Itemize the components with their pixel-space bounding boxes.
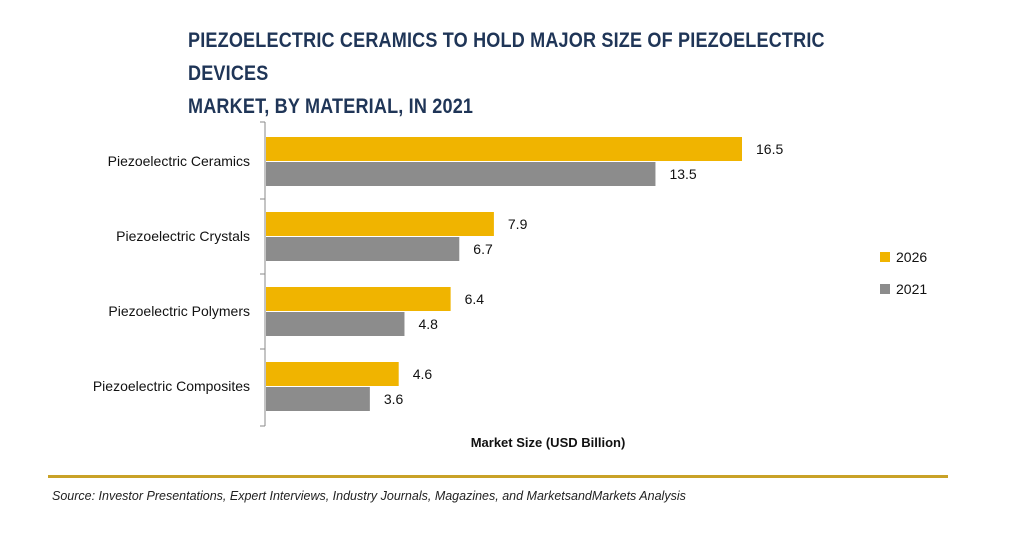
legend-label: 2021 xyxy=(896,281,927,297)
data-label: 6.7 xyxy=(473,241,493,257)
x-axis-title: Market Size (USD Billion) xyxy=(471,435,626,450)
category-label: Piezoelectric Crystals xyxy=(116,228,250,244)
bar-chart: Piezoelectric Ceramics 16.5 13.5 Piezoelect… xyxy=(93,121,927,450)
data-label: 4.8 xyxy=(418,316,438,332)
data-label: 16.5 xyxy=(756,141,783,157)
category-label: Piezoelectric Composites xyxy=(93,378,250,394)
bar-2021 xyxy=(266,237,460,261)
bar-2026 xyxy=(266,137,742,161)
category-label: Piezoelectric Ceramics xyxy=(108,153,250,169)
category-label: Piezoelectric Polymers xyxy=(108,303,250,319)
data-label: 3.6 xyxy=(384,391,404,407)
data-label: 7.9 xyxy=(508,216,528,232)
data-label: 13.5 xyxy=(669,166,696,182)
bar-2026 xyxy=(266,212,494,236)
bar-2021 xyxy=(266,162,656,186)
legend-swatch-2021 xyxy=(880,284,890,294)
bar-2021 xyxy=(266,312,405,336)
bar-2026 xyxy=(266,362,399,386)
bar-2026 xyxy=(266,287,451,311)
data-label: 4.6 xyxy=(413,366,433,382)
data-label: 6.4 xyxy=(465,291,485,307)
footer-divider xyxy=(48,475,948,478)
source-note: Source: Investor Presentations, Expert I… xyxy=(52,489,686,503)
chart-title-line-1: PIEZOELECTRIC CERAMICS TO HOLD MAJOR SIZ… xyxy=(188,29,825,85)
chart-title: PIEZOELECTRIC CERAMICS TO HOLD MAJOR SIZ… xyxy=(188,24,842,123)
chart-title-line-2: MARKET, BY MATERIAL, IN 2021 xyxy=(188,95,474,118)
legend-swatch-2026 xyxy=(880,252,890,262)
legend-label: 2026 xyxy=(896,249,927,265)
bar-2021 xyxy=(266,387,370,411)
